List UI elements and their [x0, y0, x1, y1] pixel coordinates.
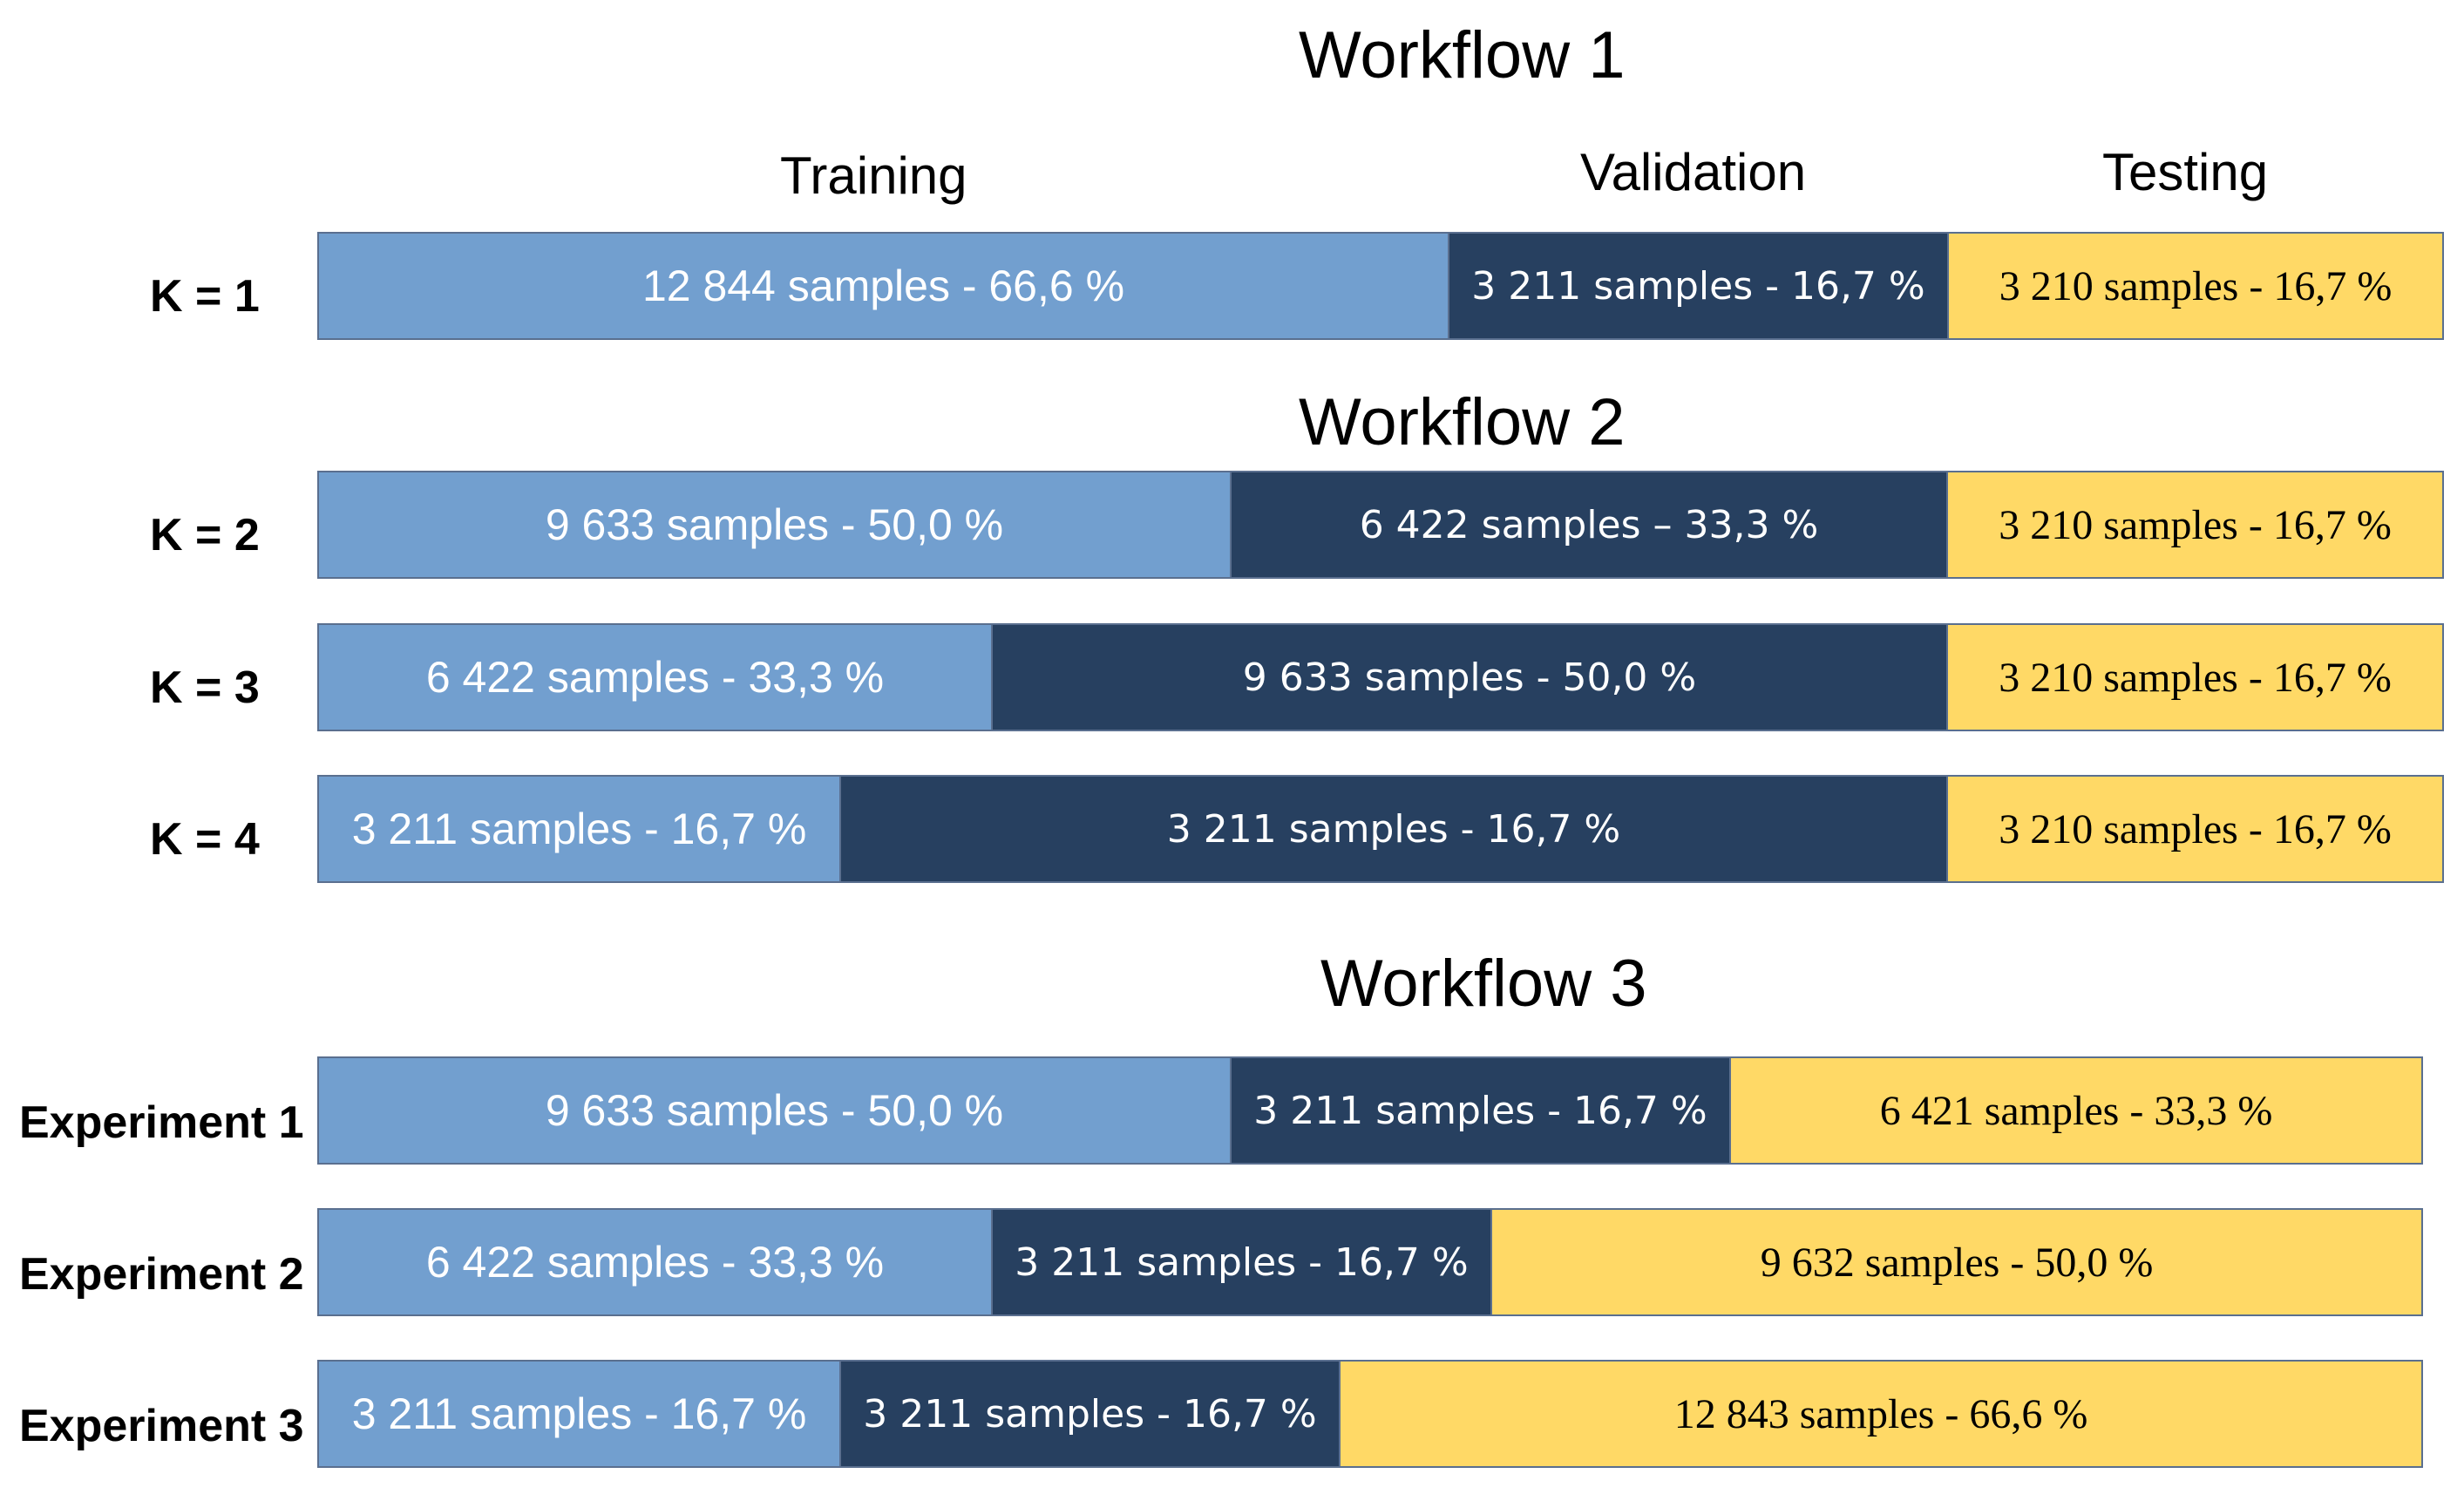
- workflow-3-title: Workflow 3: [1320, 947, 1647, 1021]
- workflow-2-title: Workflow 2: [1299, 385, 1626, 459]
- split-bar: 3 211 samples - 16,7 % 3 211 samples - 1…: [317, 1360, 2423, 1468]
- validation-header: Validation: [1580, 143, 1807, 201]
- validation-segment: 3 211 samples - 16,7 %: [1230, 1058, 1729, 1163]
- testing-segment: 6 421 samples - 33,3 %: [1729, 1058, 2421, 1163]
- row-label: K = 3: [150, 662, 260, 713]
- row-label: Experiment 1: [19, 1097, 304, 1148]
- validation-segment: 9 633 samples - 50,0 %: [991, 625, 1946, 730]
- split-bar: 12 844 samples - 66,6 % 3 211 samples - …: [317, 232, 2444, 340]
- testing-segment: 12 843 samples - 66,6 %: [1339, 1362, 2421, 1466]
- training-segment: 6 422 samples - 33,3 %: [319, 1210, 991, 1314]
- row-label: K = 4: [150, 814, 260, 865]
- validation-segment: 6 422 samples – 33,3 %: [1230, 472, 1946, 577]
- training-segment: 3 211 samples - 16,7 %: [319, 1362, 839, 1466]
- validation-segment: 3 211 samples - 16,7 %: [839, 1362, 1339, 1466]
- training-segment: 12 844 samples - 66,6 %: [319, 234, 1448, 338]
- split-bar: 9 633 samples - 50,0 % 3 211 samples - 1…: [317, 1056, 2423, 1165]
- split-bar: 6 422 samples - 33,3 % 9 633 samples - 5…: [317, 623, 2444, 731]
- testing-segment: 3 210 samples - 16,7 %: [1947, 234, 2442, 338]
- split-bar: 3 211 samples - 16,7 % 3 211 samples - 1…: [317, 775, 2444, 883]
- training-segment: 9 633 samples - 50,0 %: [319, 1058, 1230, 1163]
- testing-header: Testing: [2102, 143, 2269, 201]
- testing-segment: 3 210 samples - 16,7 %: [1946, 472, 2442, 577]
- split-bar: 9 633 samples - 50,0 % 6 422 samples – 3…: [317, 471, 2444, 579]
- training-segment: 9 633 samples - 50,0 %: [319, 472, 1230, 577]
- validation-segment: 3 211 samples - 16,7 %: [991, 1210, 1490, 1314]
- row-label: K = 1: [150, 271, 260, 322]
- workflow-1-title: Workflow 1: [1299, 18, 1626, 92]
- row-label: K = 2: [150, 510, 260, 560]
- testing-segment: 3 210 samples - 16,7 %: [1946, 777, 2442, 881]
- testing-segment: 9 632 samples - 50,0 %: [1490, 1210, 2421, 1314]
- testing-segment: 3 210 samples - 16,7 %: [1946, 625, 2442, 730]
- row-label: Experiment 2: [19, 1249, 304, 1300]
- split-bar: 6 422 samples - 33,3 % 3 211 samples - 1…: [317, 1208, 2423, 1316]
- training-header: Training: [780, 146, 967, 205]
- validation-segment: 3 211 samples - 16,7 %: [1448, 234, 1947, 338]
- row-label: Experiment 3: [19, 1401, 304, 1451]
- training-segment: 6 422 samples - 33,3 %: [319, 625, 991, 730]
- validation-segment: 3 211 samples - 16,7 %: [839, 777, 1946, 881]
- training-segment: 3 211 samples - 16,7 %: [319, 777, 839, 881]
